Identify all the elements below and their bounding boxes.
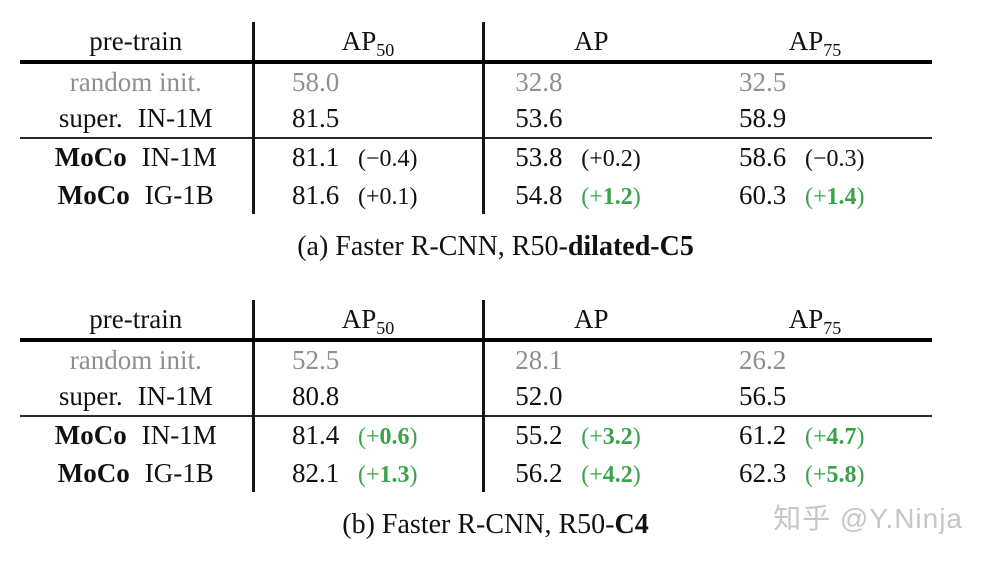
row-label: random init.: [20, 62, 255, 100]
row-label: MoCo IN-1M: [20, 138, 255, 176]
cell-ap75: 62.3 (+5.8): [739, 457, 865, 488]
header-ap50: AP50: [253, 22, 485, 64]
cell-ap50: 58.0: [253, 62, 485, 100]
header-ap75: AP75: [698, 22, 932, 64]
ap75-subscript: 75: [823, 39, 842, 60]
header-row: pre-train AP50 AP AP75: [20, 22, 932, 64]
delta-value: (+4.7): [805, 424, 865, 450]
delta-value: (+1.2): [581, 183, 641, 210]
results-table-dilated-c5: pre-train AP50 AP AP75 random init. 58.0…: [20, 22, 932, 214]
header-ap: AP: [483, 300, 698, 342]
table-row-random-init: random init. 52.5 28.1 26.2: [20, 340, 932, 378]
cell-ap50: 81.5: [253, 100, 485, 139]
cell-ap50: 81.1 (−0.4): [253, 138, 485, 176]
row-label: MoCo IN-1M: [20, 416, 255, 454]
cell-ap75: 58.6 (−0.3): [739, 142, 865, 172]
cell-ap75: 60.3 (+1.4): [739, 179, 865, 210]
cell-ap: 53.8 (+0.2): [515, 142, 641, 172]
table-row-moco-in1m: MoCo IN-1M 81.1 (−0.4) 53.8 (+0.2) 58.6 (−0.…: [20, 138, 932, 176]
table-row-moco-ig1b: MoCo IG-1B 81.6 (+0.1) 54.8 (+1.2) 60.3 (+1.…: [20, 176, 932, 214]
subfigure-caption-a: (a) Faster R-CNN, R50-dilated-C5: [297, 231, 694, 262]
delta-value: (+1.4): [805, 183, 865, 210]
header-ap: AP: [483, 22, 698, 64]
header-ap75: AP75: [698, 300, 932, 342]
zhihu-watermark: 知乎 @Y.Ninja: [773, 503, 963, 534]
delta-value: (+5.8): [805, 461, 865, 488]
ap50-subscript: 50: [376, 317, 395, 338]
table-row-supervised: super. IN-1M 80.8 52.0 56.5: [20, 378, 932, 417]
cell-ap75: 58.9: [698, 100, 932, 139]
cell-ap75: 56.5: [698, 378, 932, 417]
header-pretrain: pre-train: [20, 300, 255, 342]
cell-ap50: 81.4 (+0.6): [253, 416, 485, 454]
ap75-subscript: 75: [823, 317, 842, 338]
row-label: random init.: [20, 340, 255, 378]
delta-value: (+4.2): [581, 461, 641, 488]
subfigure-caption-b: (b) Faster R-CNN, R50-C4: [342, 509, 649, 540]
cell-ap: 55.2 (+3.2): [515, 420, 641, 450]
table-row-moco-ig1b: MoCo IG-1B 82.1 (+1.3) 56.2 (+4.2) 62.3 (+5.…: [20, 454, 932, 492]
ap50-subscript: 50: [376, 39, 395, 60]
row-label: MoCo IG-1B: [20, 176, 255, 214]
cell-ap75: 26.2: [739, 344, 787, 375]
table-row-random-init: random init. 58.0 32.8 32.5: [20, 62, 932, 100]
cell-ap: 32.8: [515, 66, 563, 97]
cell-ap: 54.8 (+1.2): [515, 179, 641, 210]
cell-ap50: 52.5: [253, 340, 485, 378]
cell-ap: 53.6: [483, 100, 698, 139]
delta-value: (+0.6): [358, 424, 418, 450]
cell-ap: 52.0: [483, 378, 698, 417]
cell-ap75: 32.5: [739, 66, 787, 97]
delta-value: (+1.3): [358, 461, 418, 488]
header-pretrain: pre-train: [20, 22, 255, 64]
delta-value: (+0.1): [358, 183, 418, 210]
delta-value: (+0.2): [581, 146, 641, 172]
delta-value: (+3.2): [581, 424, 641, 450]
row-label: super. IN-1M: [20, 378, 255, 417]
cell-ap75: 61.2 (+4.7): [739, 420, 865, 450]
cell-ap50: 80.8: [253, 378, 485, 417]
cell-ap: 56.2 (+4.2): [515, 457, 641, 488]
delta-value: (−0.4): [358, 146, 418, 172]
row-label: super. IN-1M: [20, 100, 255, 139]
header-row: pre-train AP50 AP AP75: [20, 300, 932, 342]
cell-ap: 28.1: [515, 344, 563, 375]
cell-ap50: 82.1 (+1.3): [253, 454, 485, 492]
row-label: MoCo IG-1B: [20, 454, 255, 492]
table-row-moco-in1m: MoCo IN-1M 81.4 (+0.6) 55.2 (+3.2) 61.2 (+4.…: [20, 416, 932, 454]
delta-value: (−0.3): [805, 146, 865, 172]
header-ap50: AP50: [253, 300, 485, 342]
results-table-c4: pre-train AP50 AP AP75 random init. 52.5…: [20, 300, 932, 492]
cell-ap50: 81.6 (+0.1): [253, 176, 485, 214]
table-row-supervised: super. IN-1M 81.5 53.6 58.9: [20, 100, 932, 139]
